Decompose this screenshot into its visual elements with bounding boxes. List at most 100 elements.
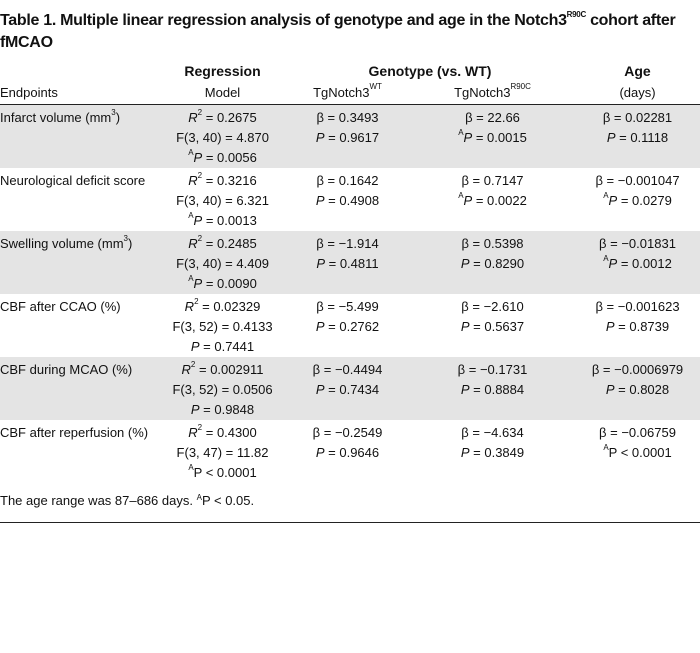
table-title: Table 1. Multiple linear regression anal… xyxy=(0,0,700,60)
text-run: β = −0.06759 xyxy=(599,425,676,440)
text-run: Swelling volume (mm xyxy=(0,236,124,251)
text-run: R xyxy=(188,236,198,251)
text-run: The age range was 87–686 days. xyxy=(0,493,197,508)
text-run: R xyxy=(184,299,195,314)
text-run: P xyxy=(315,193,325,208)
text-run: TgNotch3 xyxy=(313,85,370,100)
text-run: 2 xyxy=(197,423,203,432)
text-run: P xyxy=(463,193,473,208)
table-cell: β = −4.634 P = 0.3849 xyxy=(410,420,575,483)
text-run: = 0.8884 xyxy=(469,382,525,397)
table-cell: R2 = 0.2485 F(3, 40) = 4.409 AP = 0.0090 xyxy=(160,231,285,294)
text-run: A xyxy=(196,493,202,502)
text-run: = 0.8028 xyxy=(614,382,670,397)
text-run: A xyxy=(188,148,194,157)
text-run: = 0.0090 xyxy=(202,276,257,291)
cell-line: β = −0.4494 xyxy=(285,360,410,380)
text-run: β = −1.914 xyxy=(316,236,379,251)
cell-line: CBF during MCAO (%) xyxy=(0,360,160,380)
cell-line: P = 0.7434 xyxy=(285,380,410,400)
cell-line: P = 0.9617 xyxy=(285,128,410,148)
table-cell: β = −1.914 P = 0.4811 xyxy=(285,231,410,294)
cell-line: AP < 0.0001 xyxy=(160,463,285,483)
text-run: R xyxy=(188,110,198,125)
text-run: P xyxy=(460,319,470,334)
text-run: P xyxy=(460,256,470,271)
text-run: = 0.9646 xyxy=(324,445,380,460)
text-run: WT xyxy=(369,82,382,91)
text-run: β = −0.2549 xyxy=(312,425,383,440)
text-run: = 0.0056 xyxy=(202,150,257,165)
cell-line: AP < 0.0001 xyxy=(575,443,700,463)
cell-line: P = 0.8739 xyxy=(575,317,700,337)
text-run: β = −0.0006979 xyxy=(591,362,684,377)
cell-line: R2 = 0.2675 xyxy=(160,108,285,128)
table-cell: β = −0.2549 P = 0.9646 xyxy=(285,420,410,483)
table-cell: β = 0.02281 P = 0.1118 xyxy=(575,104,700,168)
text-run: = 0.3849 xyxy=(469,445,525,460)
cell-line: β = −0.06759 xyxy=(575,423,700,443)
text-run: P xyxy=(315,445,325,460)
text-run: β = −5.499 xyxy=(316,299,379,314)
text-run: 2 xyxy=(190,360,196,369)
cell-line: β = −1.914 xyxy=(285,234,410,254)
cell-line: Swelling volume (mm3) xyxy=(0,234,160,254)
text-run: F(3, 40) = 6.321 xyxy=(176,193,269,208)
text-run: = 0.0279 xyxy=(617,193,672,208)
endpoint-cell: Swelling volume (mm3) xyxy=(0,231,160,294)
cell-line: P = 0.3849 xyxy=(410,443,575,463)
cell-line: P = 0.2762 xyxy=(285,317,410,337)
text-run: R xyxy=(188,173,198,188)
cell-line: β = −0.01831 xyxy=(575,234,700,254)
text-run: = 0.1118 xyxy=(615,130,669,145)
text-run: P xyxy=(606,130,616,145)
table-cell: β = 0.1642 P = 0.4908 xyxy=(285,168,410,231)
text-run: β = 0.5398 xyxy=(461,236,524,251)
text-run: = 0.9848 xyxy=(199,402,255,417)
header-cell: TgNotch3R90C xyxy=(410,82,575,105)
text-run: Infarct volume (mm xyxy=(0,110,112,125)
table-cell: β = −0.4494 P = 0.7434 xyxy=(285,357,410,420)
cell-line: F(3, 52) = 0.0506 xyxy=(160,380,285,400)
cell-line: β = 0.02281 xyxy=(575,108,700,128)
cell-line: P = 0.4811 xyxy=(285,254,410,274)
cell-line: β = 0.7147 xyxy=(410,171,575,191)
footnote: The age range was 87–686 days. AP < 0.05… xyxy=(0,483,700,523)
text-run: A xyxy=(188,274,194,283)
endpoint-cell: CBF after CCAO (%) xyxy=(0,294,160,357)
text-run: cohort after fMCAO xyxy=(0,12,676,51)
text-run: 2 xyxy=(194,297,199,306)
text-run: β = −4.634 xyxy=(461,425,524,440)
text-run: = 0.4300 xyxy=(202,425,257,440)
cell-line: P = 0.4908 xyxy=(285,191,410,211)
text-run: P xyxy=(605,319,615,334)
table-cell: β = −0.001623 P = 0.8739 xyxy=(575,294,700,357)
text-run: β = 0.3493 xyxy=(316,110,379,125)
text-run: P xyxy=(608,256,618,271)
text-run: TgNotch3 xyxy=(454,85,511,100)
cell-line: Neurological deficit score xyxy=(0,171,160,191)
text-run: = 0.3216 xyxy=(202,173,257,188)
text-run: P xyxy=(460,382,470,397)
text-run: P xyxy=(315,130,325,145)
text-run: β = 0.02281 xyxy=(602,110,673,125)
cell-line: CBF after reperfusion (%) xyxy=(0,423,160,443)
text-run: = 0.02329 xyxy=(198,299,261,314)
text-run: 3 xyxy=(123,234,128,243)
text-run: = 0.2762 xyxy=(324,319,380,334)
cell-line: F(3, 47) = 11.82 xyxy=(160,443,285,463)
text-run: P xyxy=(193,150,203,165)
text-run: F(3, 40) = 4.409 xyxy=(176,256,269,271)
text-run: A xyxy=(188,211,194,220)
cell-line: F(3, 40) = 6.321 xyxy=(160,191,285,211)
text-run: Neurological deficit score xyxy=(0,173,146,188)
text-run: P xyxy=(190,402,200,417)
table-cell: β = 0.3493 P = 0.9617 xyxy=(285,104,410,168)
cell-line: AP = 0.0012 xyxy=(575,254,700,274)
text-run: F(3, 40) = 4.870 xyxy=(176,130,269,145)
table-cell: β = −0.06759 AP < 0.0001 xyxy=(575,420,700,483)
table-cell: β = 22.66 AP = 0.0015 xyxy=(410,104,575,168)
cell-line: β = −0.001623 xyxy=(575,297,700,317)
cell-line: P = 0.9646 xyxy=(285,443,410,463)
text-run: = 0.7434 xyxy=(324,382,380,397)
